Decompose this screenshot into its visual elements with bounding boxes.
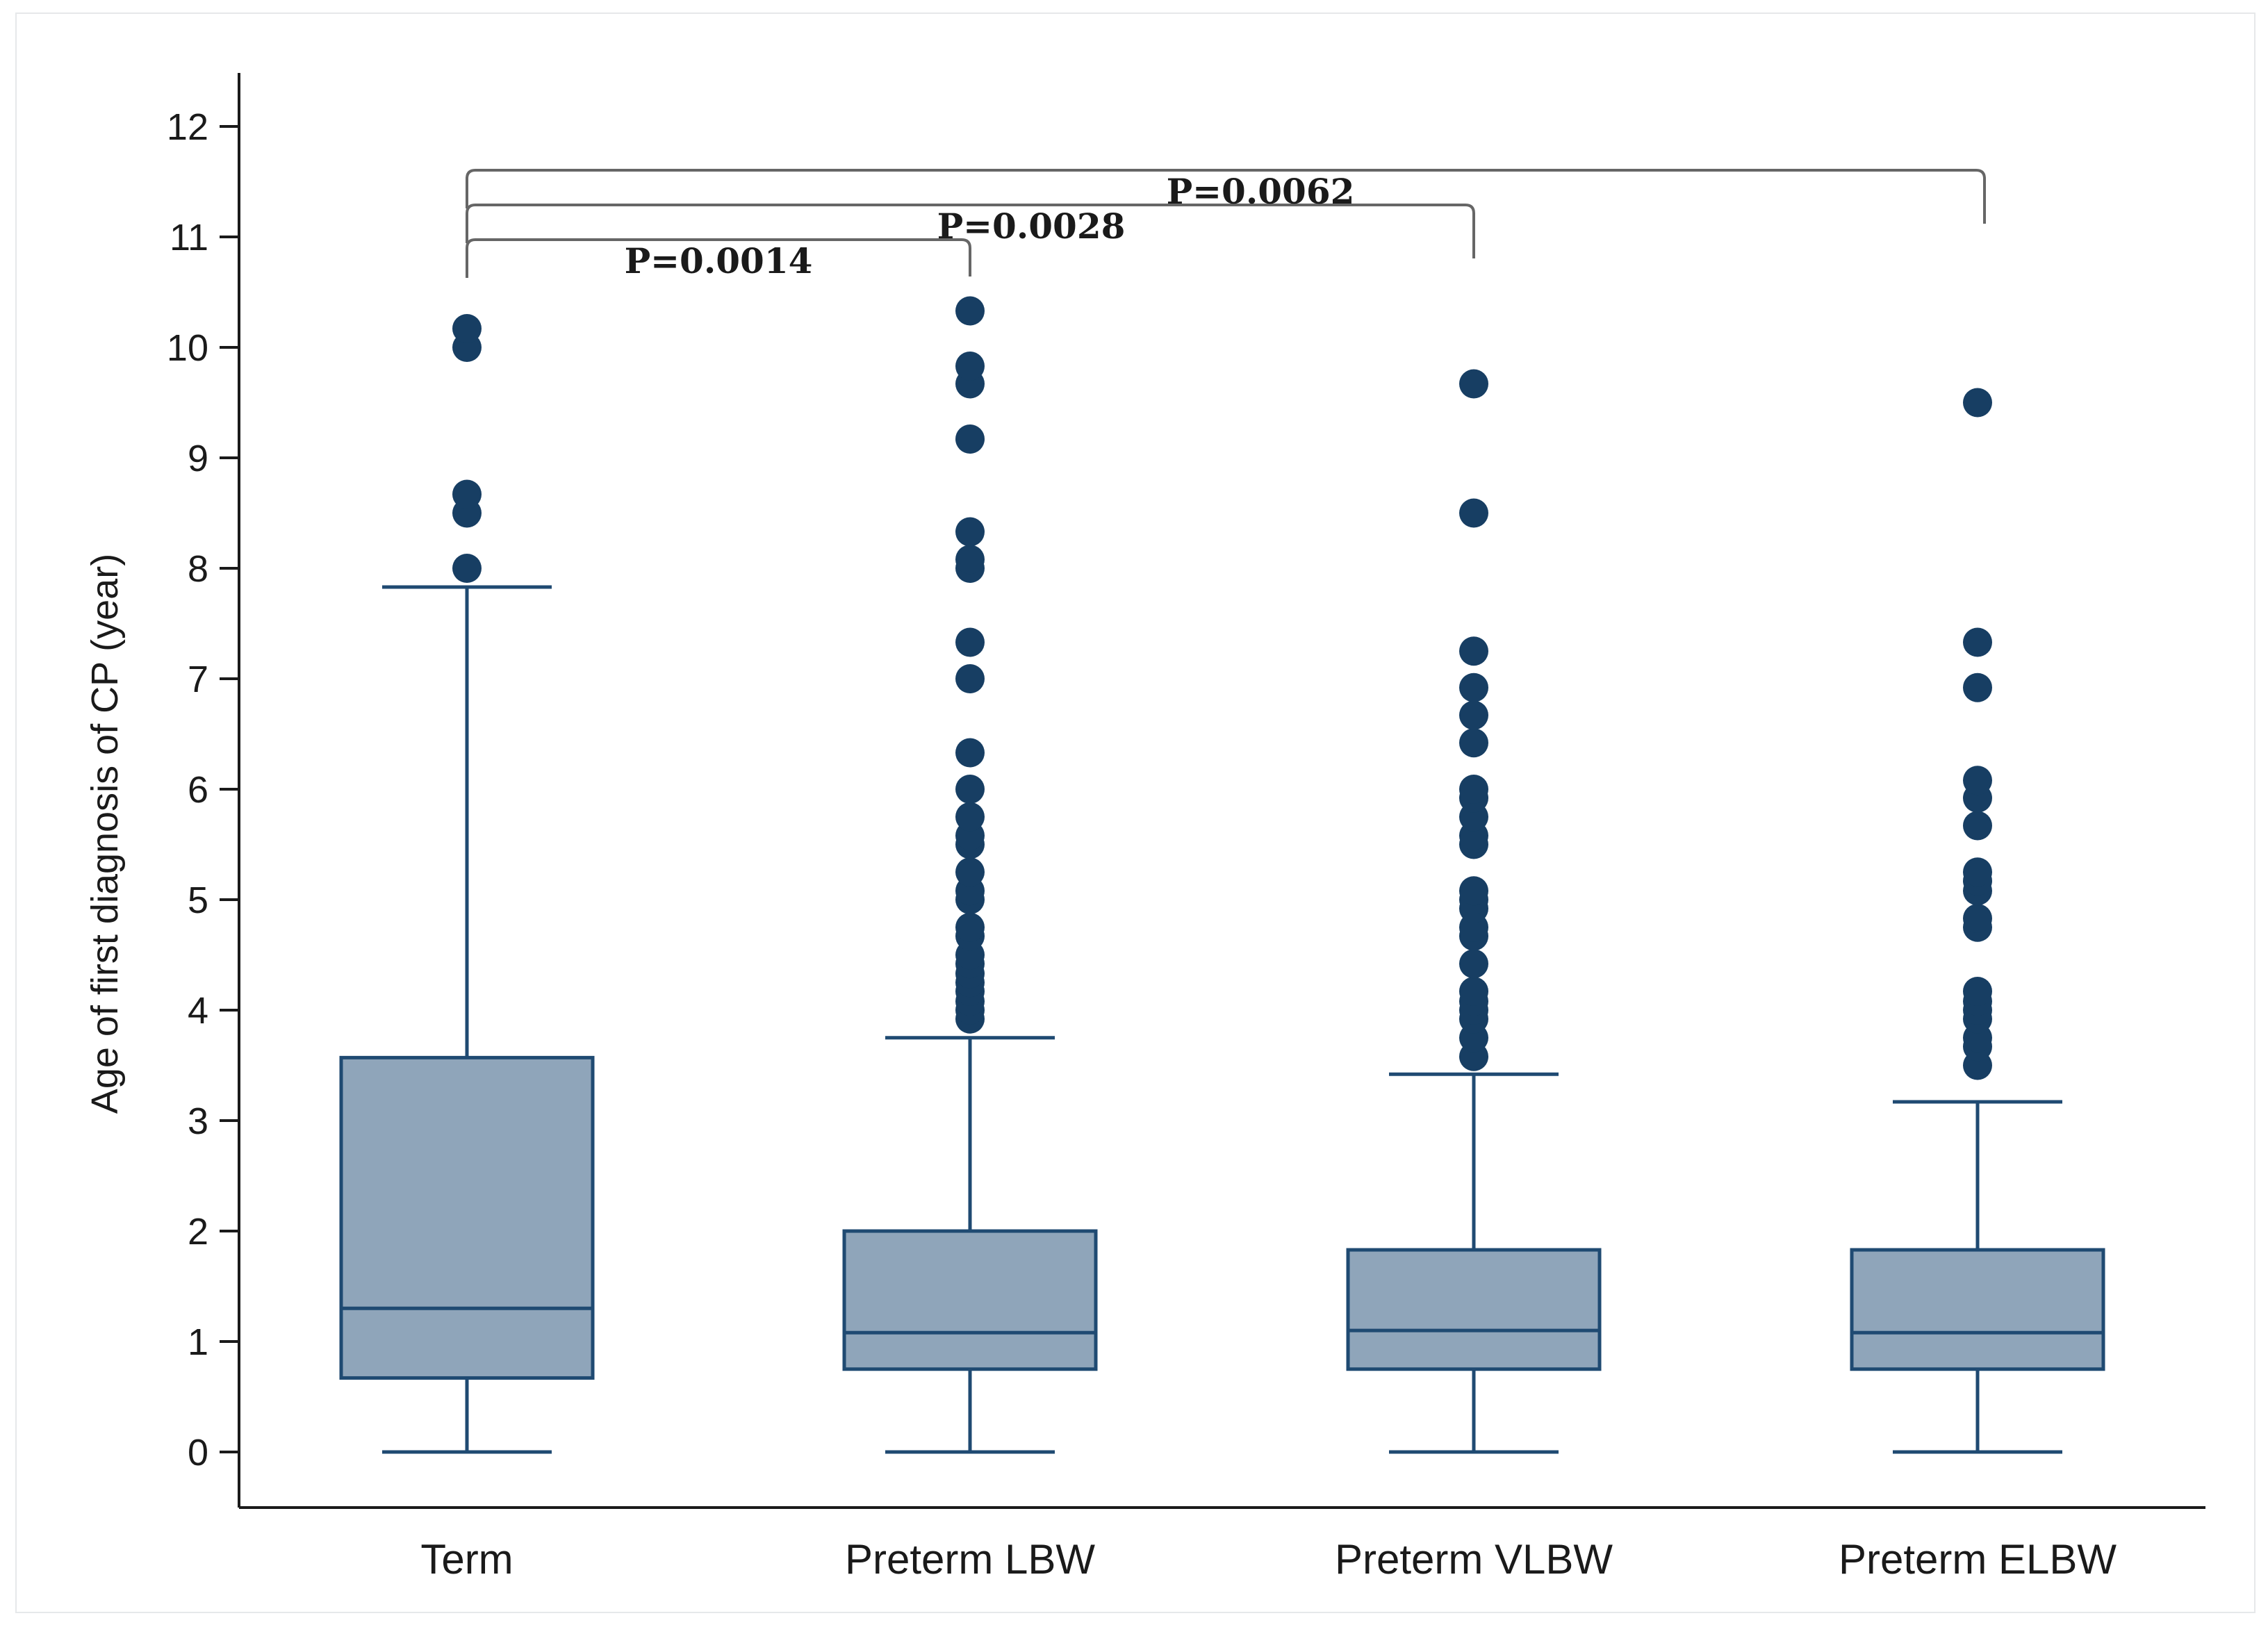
y-tick-label: 0 (188, 1432, 208, 1474)
outlier-point (955, 517, 985, 547)
x-category-label: Preterm LBW (845, 1536, 1095, 1583)
boxes-group (339, 296, 2105, 1454)
x-category-label: Preterm VLBW (1335, 1536, 1613, 1583)
outlier-point (452, 554, 482, 583)
significance-brackets: P=0.0014 P=0.0028 P=0.0062 (466, 169, 1986, 281)
box-preterm-elbw (1850, 388, 2105, 1454)
outlier-point (1459, 700, 1488, 730)
p-value-label: P=0.0028 (937, 206, 1126, 247)
box-preterm-vlbw (1346, 369, 1602, 1454)
outlier-point (1963, 976, 1992, 1006)
y-tick-label: 1 (188, 1321, 208, 1363)
y-tick-label: 4 (188, 990, 208, 1032)
y-tick-label: 5 (188, 880, 208, 921)
outlier-point (1963, 811, 1992, 841)
bracket-line (466, 204, 1475, 258)
iqr-box (339, 1055, 595, 1380)
y-tick-label: 11 (170, 217, 208, 258)
outlier-point (955, 912, 985, 942)
outlier-point (955, 664, 985, 693)
y-tick-label: 6 (188, 769, 208, 811)
outlier-point (955, 738, 985, 768)
iqr-box (842, 1229, 1098, 1371)
iqr-box (1850, 1248, 2105, 1371)
box-preterm-lbw (842, 296, 1098, 1454)
outlier-point (1459, 672, 1488, 702)
iqr-box (1346, 1248, 1602, 1371)
outlier-point (1459, 636, 1488, 666)
outlier-point (1963, 672, 1992, 702)
bracket-line (466, 169, 1986, 224)
outlier-point (955, 545, 985, 575)
y-tick-label: 12 (167, 106, 208, 148)
outlier-point (955, 296, 985, 326)
y-axis-title: Age of first diagnosis of CP (year) (84, 554, 126, 1114)
p-value-label: P=0.0062 (1167, 171, 1355, 212)
outlier-point (1459, 498, 1488, 528)
y-tick-label: 8 (188, 548, 208, 590)
p-value-label: P=0.0014 (625, 240, 813, 281)
y-tick-label: 9 (188, 438, 208, 479)
y-tick-label: 2 (188, 1211, 208, 1253)
bracket-preterm-vlbw: P=0.0028 (466, 204, 1475, 258)
outlier-point (1963, 904, 1992, 934)
x-category-label: Term (420, 1536, 513, 1583)
outlier-point (1963, 627, 1992, 657)
outlier-point (955, 857, 985, 887)
outlier-point (1459, 976, 1488, 1006)
outlier-point (1459, 775, 1488, 804)
outlier-point (452, 479, 482, 509)
outlier-point (1963, 766, 1992, 795)
bracket-preterm-elbw: P=0.0062 (466, 169, 1986, 224)
bracket-preterm-lbw: P=0.0014 (466, 238, 971, 281)
outlier-point (1459, 949, 1488, 979)
outlier-point (955, 802, 985, 832)
outlier-point (1459, 876, 1488, 906)
outlier-point (1963, 857, 1992, 887)
bracket-line (466, 238, 971, 278)
outlier-point (955, 775, 985, 804)
outlier-point (1459, 728, 1488, 758)
x-category-label: Preterm ELBW (1839, 1536, 2117, 1583)
y-tick-label: 10 (167, 327, 208, 369)
outlier-point (452, 313, 482, 343)
outlier-point (955, 627, 985, 657)
box-term (339, 313, 595, 1454)
outlier-point (1963, 388, 1992, 418)
outlier-point (955, 424, 985, 454)
outlier-point (1459, 369, 1488, 399)
y-tick-label: 3 (188, 1100, 208, 1142)
y-tick-label: 7 (188, 659, 208, 700)
figure-frame: 0 1 2 3 4 5 6 7 8 9 10 11 12 Term Preterm LBW Preterm V… (15, 13, 2255, 1613)
outlier-point (955, 352, 985, 381)
